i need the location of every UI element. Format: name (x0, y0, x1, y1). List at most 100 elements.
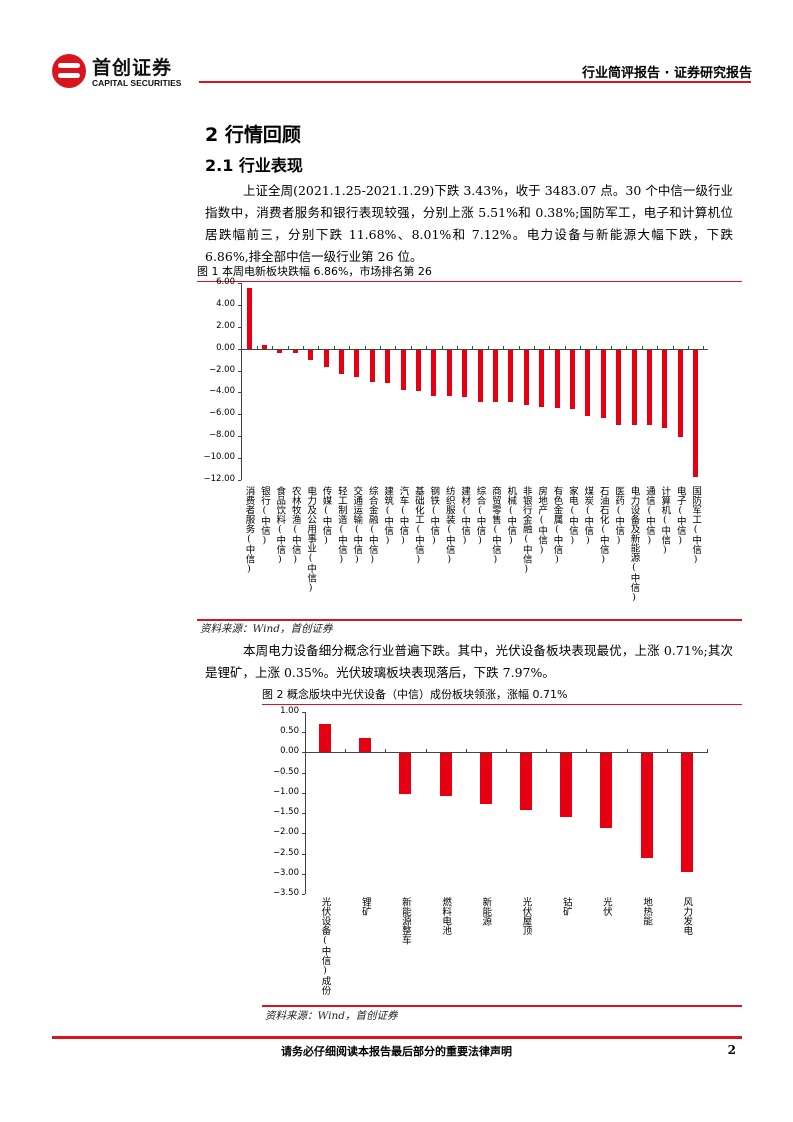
x-axis-tick (657, 345, 659, 349)
bar (616, 349, 622, 425)
subsection-heading: 2.1 行业表现 (205, 156, 303, 175)
bar (631, 349, 637, 425)
bar (677, 349, 683, 438)
x-axis-category-label: 光伏设备(中信)成份 (319, 897, 331, 995)
y-axis-tick-label: 0.00 (280, 746, 299, 757)
y-axis-tick (302, 894, 305, 895)
bar (539, 349, 545, 407)
x-axis-category-label: 燃料电池 (440, 897, 452, 935)
y-axis-tick-label: −3.00 (272, 867, 299, 878)
legal-disclaimer: 请务必仔细阅读本报告最后部分的重要法律声明 (281, 1045, 512, 1058)
y-axis-tick-label: −1.00 (272, 786, 299, 797)
bar (508, 349, 514, 403)
x-axis-category-label: 电力及公用事业(中信) (305, 486, 317, 594)
x-axis-tick (256, 345, 258, 349)
figure1-caption: 图 1 本周电新板块跌幅 6.86%，市场排名第 26 (197, 263, 742, 282)
y-axis-tick-label: −0.50 (272, 766, 299, 777)
x-axis-category-label: 农林牧渔(中信) (289, 486, 301, 565)
y-axis-tick (302, 792, 305, 794)
x-axis-category-label: 煤炭(中信) (582, 486, 594, 546)
x-axis-category-label: 钴矿 (560, 897, 572, 916)
x-axis-category-label: 商贸零售(中信) (489, 486, 501, 565)
x-axis-category-label: 通信(中信) (643, 486, 655, 546)
bar (640, 753, 653, 858)
x-axis-category-label: 有色金属(中信) (551, 486, 563, 565)
logo: 首创证券 CAPITAL SECURITIES (52, 52, 202, 92)
x-axis-category-label: 房地产(中信) (536, 486, 548, 556)
header-divider (199, 81, 751, 83)
x-axis-category-label: 消费者服务(中信) (243, 486, 255, 575)
bar (359, 738, 372, 753)
x-axis-category-label: 钢铁(中信) (428, 486, 440, 546)
bar (479, 753, 492, 805)
y-axis-tick-label: 2.00 (216, 320, 235, 331)
x-axis-tick (687, 345, 689, 349)
x-axis-tick (564, 345, 566, 349)
bar (246, 288, 252, 349)
x-axis-category-label: 新能源整车 (399, 897, 411, 945)
bar (431, 349, 437, 397)
bar (462, 349, 468, 398)
x-axis-tick (610, 345, 612, 349)
x-axis-category-label: 传媒(中信) (320, 486, 332, 546)
bar (399, 753, 412, 794)
bar (446, 349, 452, 397)
report-type: 行业简评报告 · 证券研究报告 (582, 66, 752, 81)
figure2-caption: 图 2 概念版块中光伏设备（中信）成份板块领涨，涨幅 0.71% (262, 686, 742, 705)
figure2-bar-chart: 1.00 0.50 0.00 −0.50 −1.00 −1.50 −2.00 −2.50 −3.… (272, 706, 708, 995)
x-axis-tick (395, 345, 397, 349)
figure2-source-divider (262, 1005, 742, 1007)
y-axis-tick-label: −2.00 (272, 827, 299, 838)
y-axis-tick-label: −8.00 (208, 430, 235, 441)
section-heading: 2 行情回顾 (205, 124, 301, 146)
x-axis-tick (626, 345, 628, 349)
x-axis-category-label: 轻工制造(中信) (335, 486, 347, 565)
bar (560, 753, 573, 818)
y-axis-tick (238, 283, 241, 284)
x-axis-category-label: 医药(中信) (613, 486, 625, 546)
figure2-source: 资料来源：Wind，首创证券 (265, 1010, 398, 1022)
x-axis-category-label: 非银行金融(中信) (520, 486, 532, 575)
x-axis-tick (425, 749, 427, 753)
bar (439, 753, 452, 796)
y-axis-tick (302, 712, 305, 713)
bar (520, 753, 532, 810)
x-axis-tick (456, 345, 458, 349)
y-axis (305, 712, 306, 894)
bar (319, 723, 331, 753)
x-axis-category-label: 石油石化(中信) (597, 486, 609, 565)
bar (569, 349, 575, 410)
x-axis-tick (333, 345, 335, 349)
x-axis-category-label: 地热能 (641, 897, 653, 926)
bar (323, 349, 329, 367)
x-axis-tick (441, 345, 443, 349)
y-axis-tick (238, 304, 241, 306)
x-axis-category-label: 新能源 (480, 897, 492, 926)
y-axis-tick (238, 436, 241, 438)
bar (523, 349, 529, 405)
x-axis-tick (641, 345, 643, 349)
x-axis-tick (487, 345, 489, 349)
x-axis-category-label: 光伏 (600, 897, 612, 916)
x-axis-tick (666, 749, 668, 753)
y-axis-tick (302, 772, 305, 774)
y-axis-tick (238, 370, 241, 372)
x-axis-tick (533, 345, 535, 349)
x-axis-tick (505, 749, 507, 753)
y-axis-tick-label: −2.50 (272, 847, 299, 858)
y-axis-tick (238, 348, 241, 350)
x-axis-category-label: 交通运输(中信) (351, 486, 363, 565)
y-axis-tick-label: −6.00 (208, 408, 235, 419)
bar (600, 349, 606, 418)
x-axis-tick (626, 749, 628, 753)
x-axis-category-label: 电子(中信) (674, 486, 686, 546)
bar (400, 349, 406, 391)
bar (585, 349, 591, 417)
y-axis-tick (238, 414, 241, 416)
y-axis-tick-label: −10.00 (203, 452, 235, 463)
y-axis-tick (302, 813, 305, 815)
y-axis-tick-label: 4.00 (216, 298, 235, 309)
x-axis-tick (586, 749, 588, 753)
page-header: 首创证券 CAPITAL SECURITIES 行业简评报告 · 证券研究报告 (52, 52, 752, 92)
y-axis-tick-label: 1.00 (280, 706, 299, 716)
